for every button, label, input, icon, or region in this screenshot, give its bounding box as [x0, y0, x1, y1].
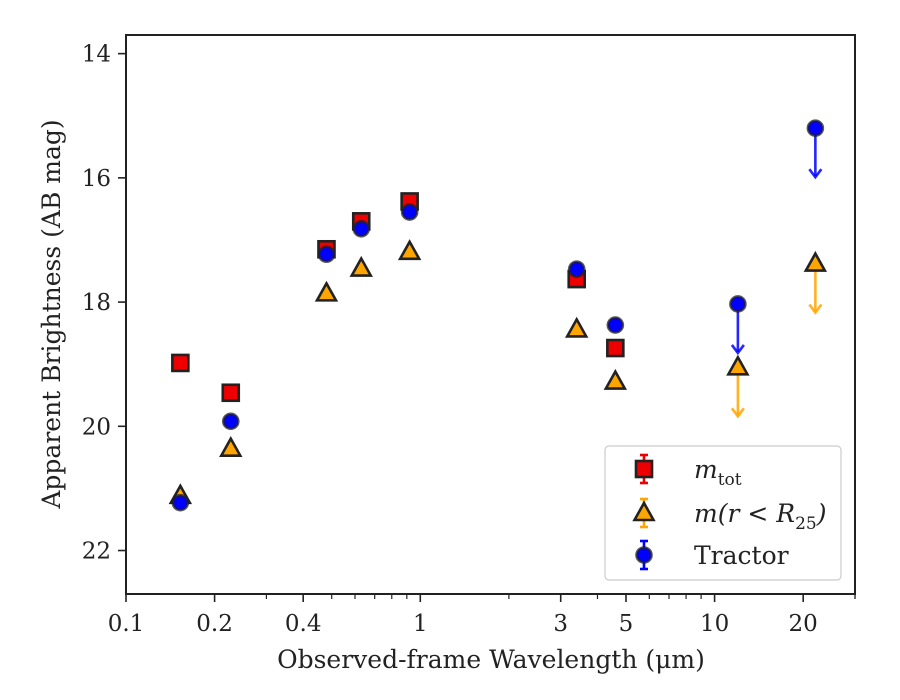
- x-axis: 0.1 0.2 0.4 1 3 5 10 20: [108, 594, 856, 637]
- legend: mtot m(r < R25) Tractor: [604, 445, 842, 581]
- y-tick-label: 18: [82, 290, 111, 316]
- y-tick-label: 16: [82, 166, 111, 192]
- data-point: [171, 353, 190, 373]
- legend-marker: [632, 500, 656, 522]
- y-tick-label: 20: [82, 414, 111, 440]
- y-tick-label: 14: [82, 42, 111, 68]
- series-tractor: [171, 119, 825, 512]
- data-point: [806, 119, 825, 137]
- legend-label: Tractor: [694, 541, 789, 570]
- x-axis-title: Observed-frame Wavelength (μm): [277, 645, 705, 674]
- data-point: [803, 250, 828, 272]
- data-point: [564, 316, 589, 338]
- x-tick-label: 0.1: [108, 611, 145, 637]
- y-axis: 14 16 18 20 22: [82, 42, 126, 565]
- x-tick-label: 0.4: [285, 611, 322, 637]
- data-point: [567, 260, 586, 278]
- data-point: [349, 255, 373, 277]
- legend-marker: [634, 459, 654, 479]
- x-tick-label: 0.2: [196, 611, 233, 637]
- data-point: [606, 316, 625, 334]
- plot-frame: [125, 34, 856, 595]
- upper-limit-arrowhead: [808, 168, 823, 180]
- data-point: [171, 493, 190, 512]
- legend-item: m(r < R25): [632, 497, 826, 534]
- data-point: [317, 245, 336, 264]
- data-point: [729, 295, 747, 313]
- data-point: [219, 435, 243, 457]
- upper-limit-arrowhead: [808, 303, 823, 315]
- x-tick-label: 5: [619, 611, 634, 637]
- data-point: [352, 219, 371, 238]
- x-tick-label: 1: [413, 611, 428, 637]
- legend-label: mtot: [694, 455, 742, 490]
- data-point: [606, 338, 625, 358]
- data-point: [726, 354, 750, 376]
- x-tick-label: 20: [789, 611, 818, 637]
- data-point: [314, 280, 339, 302]
- y-axis-title: Apparent Brightness (AB mag): [37, 119, 66, 509]
- plot-area: [125, 34, 856, 595]
- upper-limit-arrowhead: [730, 344, 745, 356]
- data-point: [397, 239, 422, 261]
- data-point: [221, 383, 241, 403]
- legend-item: Tractor: [635, 539, 789, 571]
- y-tick-label: 22: [82, 539, 111, 565]
- data-point: [400, 203, 419, 221]
- legend-box: [604, 445, 842, 581]
- legend-marker: [635, 546, 653, 564]
- upper-limit-arrowhead: [730, 407, 745, 419]
- series-m-tot: [171, 192, 625, 403]
- data-point: [603, 368, 628, 390]
- legend-label: m(r < R25): [694, 499, 826, 534]
- x-tick-label: 10: [700, 611, 729, 637]
- x-tick-label: 3: [553, 611, 568, 637]
- data-point: [221, 412, 240, 431]
- legend-item: mtot: [634, 453, 742, 490]
